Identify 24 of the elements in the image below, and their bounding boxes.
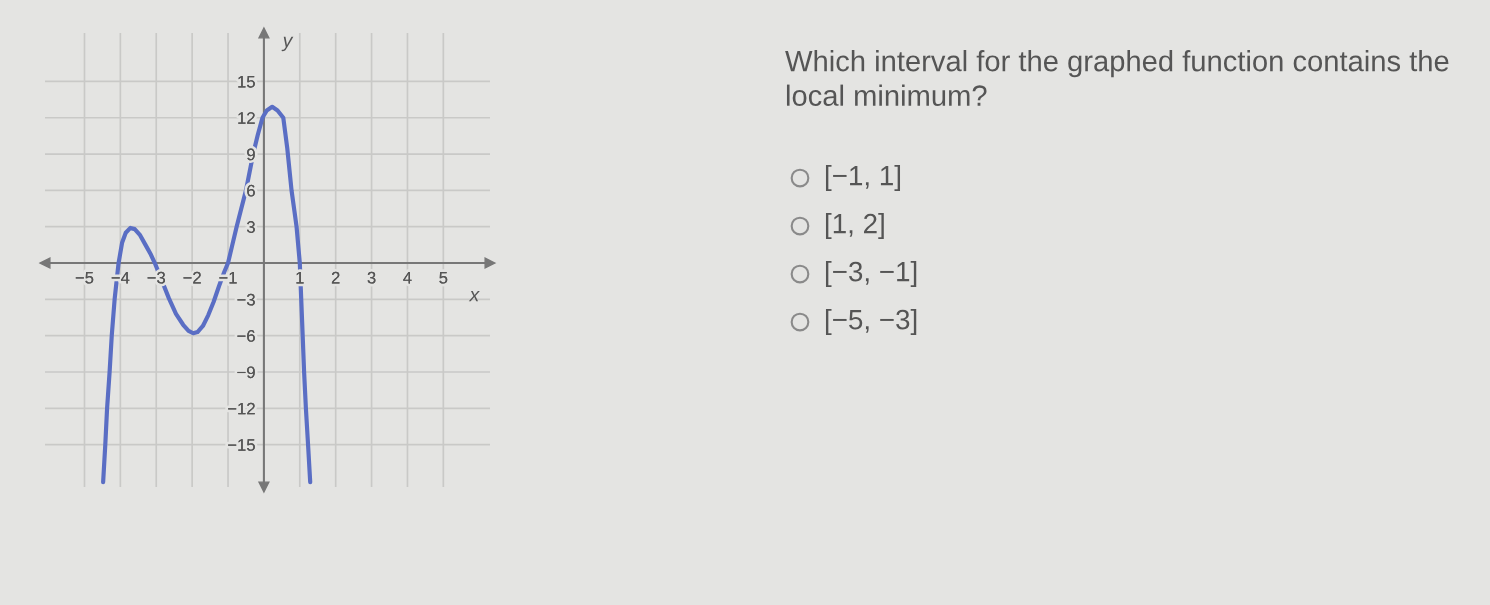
text: [−5, −3]	[825, 309, 917, 335]
y-tick-label: 9	[247, 148, 255, 161]
x-tick-label: 5	[439, 271, 448, 284]
x-axis-title: x	[468, 291, 480, 302]
x-tick-label: −2	[183, 271, 201, 284]
y-tick-label: −6	[237, 330, 255, 342]
y-tick-label: 12	[238, 112, 255, 124]
x-tick-label: 2	[331, 271, 340, 284]
text: [−1, 1]	[825, 165, 901, 191]
text: [−3, −1]	[825, 261, 917, 287]
y-tick-label: 3	[246, 221, 255, 233]
x-tick-label: −5	[75, 271, 94, 284]
text: Which interval for the graphed function contains the local minimum?	[785, 50, 1449, 107]
x-tick-label: 3	[367, 271, 376, 284]
y-tick-label: 15	[238, 76, 255, 88]
y-tick-label: −3	[237, 293, 255, 306]
text: [1, 2]	[825, 213, 884, 239]
y-axis-title: y	[281, 36, 294, 52]
x-tick-label: 4	[403, 271, 412, 284]
y-tick-label: 6	[247, 184, 255, 197]
y-tick-label: −9	[237, 366, 255, 379]
y-tick-label: −15	[228, 439, 255, 451]
y-tick-label: −12	[228, 402, 255, 415]
line-series	[101, 104, 313, 485]
